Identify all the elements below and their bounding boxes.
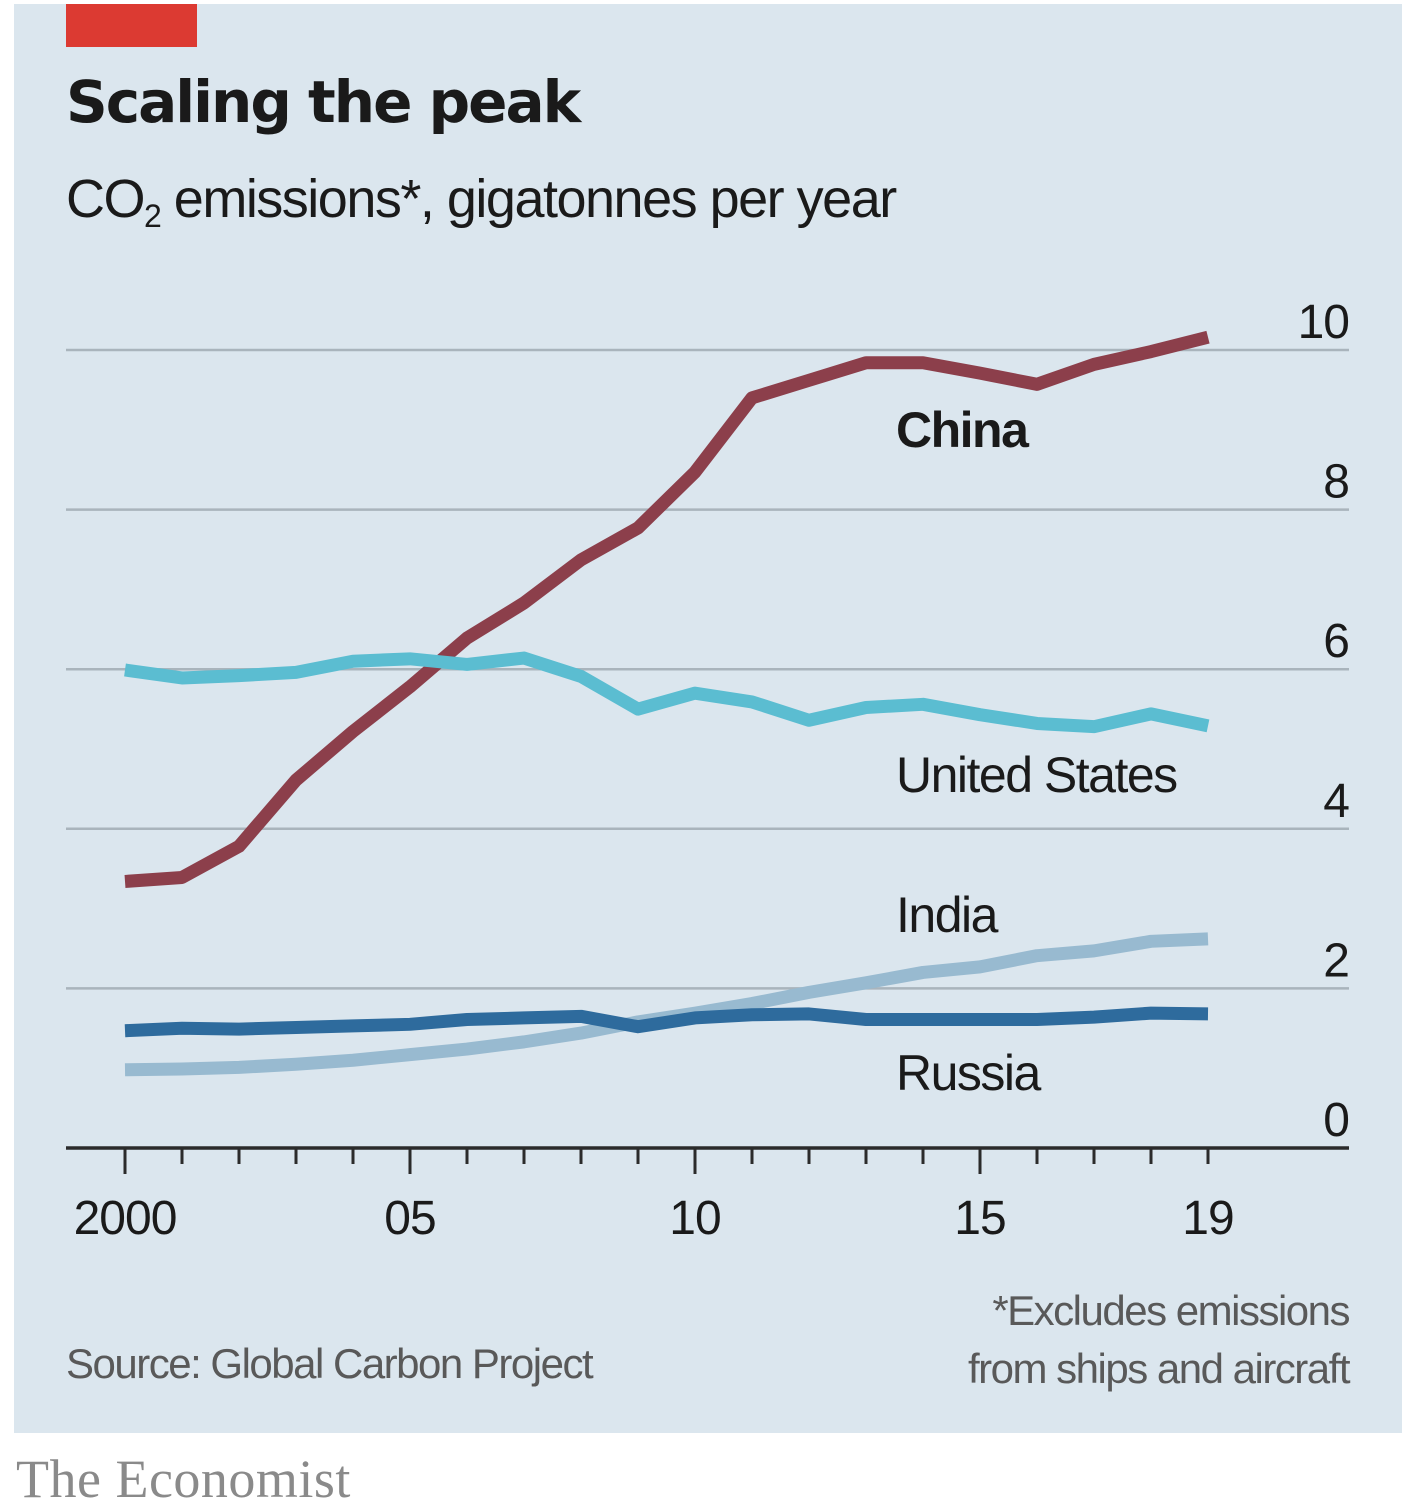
y-tick-label-6: 6	[1323, 615, 1349, 668]
series-line-russia	[124, 1006, 1209, 1038]
subtitle-prefix: CO	[66, 169, 146, 229]
series-line-india	[124, 932, 1209, 1077]
y-tick-label-0: 0	[1323, 1094, 1349, 1147]
y-axis-labels: 0 2 4 6 8 10	[1298, 296, 1351, 1147]
economist-red-tag	[66, 4, 197, 47]
y-tick-label-2: 2	[1323, 934, 1349, 987]
subtitle-suffix: emissions*, gigatonnes per year	[160, 169, 897, 229]
y-tick-label-10: 10	[1298, 296, 1349, 349]
series-line-china	[124, 330, 1210, 888]
series-line-united-states	[124, 651, 1210, 734]
x-tick-label-2015: 15	[954, 1192, 1005, 1245]
chart-subtitle: CO2 emissions*, gigatonnes per year	[66, 168, 897, 235]
x-tick-label-2010: 10	[669, 1192, 720, 1245]
footnote-line-1: *Excludes emissions	[992, 1287, 1350, 1334]
x-tick-label-2005: 05	[384, 1192, 435, 1245]
series-label-india: India	[896, 887, 999, 943]
subtitle-subscript: 2	[144, 198, 162, 234]
y-tick-label-8: 8	[1323, 456, 1349, 509]
series-label-united-states: United States	[896, 747, 1177, 803]
series-labels: China United States India Russia	[896, 402, 1179, 1101]
source-note: Source: Global Carbon Project	[66, 1340, 594, 1387]
series-lines	[124, 330, 1210, 1077]
x-tick-label-2000: 2000	[74, 1192, 177, 1245]
series-label-russia: Russia	[896, 1045, 1042, 1101]
footnote-line-2: from ships and aircraft	[968, 1345, 1351, 1392]
y-tick-label-4: 4	[1323, 775, 1349, 828]
footnote: *Excludes emissions from ships and aircr…	[968, 1282, 1351, 1398]
chart-title: Scaling the peak	[66, 68, 581, 136]
series-label-china: China	[896, 402, 1030, 458]
brand-wordmark: The Economist	[16, 1449, 351, 1509]
x-axis: 2000 05 10 15 19	[66, 1146, 1349, 1245]
x-tick-label-2019: 19	[1182, 1192, 1233, 1245]
